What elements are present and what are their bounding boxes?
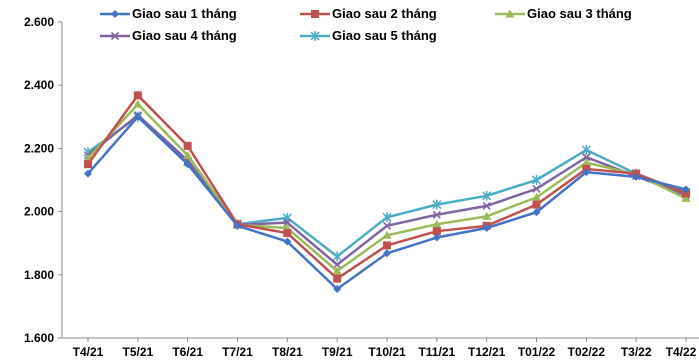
y-tick-label: 2.200 [24, 141, 54, 155]
data-point [382, 230, 392, 239]
data-point [632, 172, 641, 181]
data-point [333, 285, 342, 294]
x-tick-label: T11/21 [418, 345, 455, 359]
y-tick-label: 1.800 [24, 268, 54, 282]
data-point [532, 192, 541, 201]
data-point [133, 112, 142, 121]
data-point [682, 185, 690, 194]
x-tick-label: T12/21 [468, 345, 506, 359]
data-point [582, 153, 591, 162]
data-point [333, 274, 342, 283]
data-point [581, 144, 591, 155]
y-tick-label: 2.600 [24, 15, 54, 29]
legend: Giao sau 1 tháng Giao sau 2 tháng Giao sau… [100, 6, 632, 43]
x-tick-label: T4/21 [73, 345, 104, 359]
legend-label: Giao sau 1 tháng [132, 6, 237, 21]
x-tick-label: T7/21 [222, 345, 253, 359]
legend-swatch-marker [310, 31, 320, 41]
data-point [582, 168, 591, 177]
legend-entry-4: Giao sau 4 tháng [100, 28, 237, 43]
data-point [681, 193, 691, 202]
x-tick-label: T01/22 [518, 345, 556, 359]
x-tick-label: T5/21 [122, 345, 153, 359]
data-point [432, 199, 442, 210]
series-line [87, 115, 687, 291]
data-point [332, 266, 342, 275]
x-axis-ticks: T4/21 T5/21 T6/21 T7/21 T8/21 T9/21 T10/21 T11/… [73, 338, 697, 359]
legend-entry-2: Giao sau 2 tháng [300, 6, 437, 21]
data-point [233, 221, 242, 230]
data-point [383, 241, 391, 250]
y-tick-label: 2.400 [24, 78, 54, 92]
x-tick-label: T8/21 [272, 345, 303, 359]
data-point [482, 224, 491, 233]
series-layer [83, 91, 691, 294]
x-tick-label: T6/21 [172, 345, 203, 359]
legend-swatch-marker [110, 31, 120, 41]
x-tick-label: T10/21 [368, 345, 406, 359]
data-point [432, 227, 441, 236]
data-point [532, 184, 541, 193]
data-point [432, 210, 441, 219]
legend-label: Giao sau 2 tháng [332, 6, 437, 21]
legend-swatch-marker [505, 9, 515, 18]
x-tick-label: T3/22 [621, 345, 652, 359]
data-point [482, 211, 492, 220]
x-tick-label: T9/21 [322, 345, 353, 359]
data-point [332, 251, 342, 262]
data-point [382, 221, 392, 230]
data-point [482, 190, 492, 201]
data-point [84, 169, 92, 178]
data-point [532, 200, 541, 209]
data-point [432, 219, 442, 228]
data-point [183, 150, 193, 159]
data-point [283, 237, 292, 246]
legend-label: Giao sau 4 tháng [132, 28, 237, 43]
data-point [133, 99, 143, 108]
data-point [183, 160, 192, 169]
legend-entry-1: Giao sau 1 tháng [100, 6, 237, 21]
data-point [383, 249, 391, 258]
legend-entry-5: Giao sau 5 tháng [300, 28, 437, 43]
data-point [333, 260, 342, 269]
data-point [133, 91, 142, 100]
data-point [532, 208, 541, 217]
legend-label: Giao sau 3 tháng [527, 6, 632, 21]
legend-label: Giao sau 5 tháng [332, 28, 437, 43]
x-tick-label: T02/22 [568, 345, 606, 359]
y-tick-label: 1.600 [24, 331, 54, 345]
data-point [382, 212, 392, 223]
data-point [581, 158, 591, 167]
x-tick-label: T4/22 [666, 345, 697, 359]
chart-axes [61, 22, 699, 339]
legend-swatch-marker [111, 10, 119, 18]
y-axis-ticks: 1.600 1.800 2.000 2.200 2.400 2.600 [24, 15, 62, 345]
series-1 [84, 112, 690, 294]
data-point [183, 141, 192, 150]
data-point [84, 160, 92, 169]
legend-entry-3: Giao sau 3 tháng [495, 6, 632, 21]
data-point [283, 218, 292, 227]
data-point [432, 233, 441, 242]
data-point [482, 201, 491, 210]
legend-swatch-marker [311, 10, 319, 18]
y-tick-label: 2.000 [24, 205, 54, 219]
data-point [531, 175, 542, 185]
data-point [283, 229, 292, 238]
